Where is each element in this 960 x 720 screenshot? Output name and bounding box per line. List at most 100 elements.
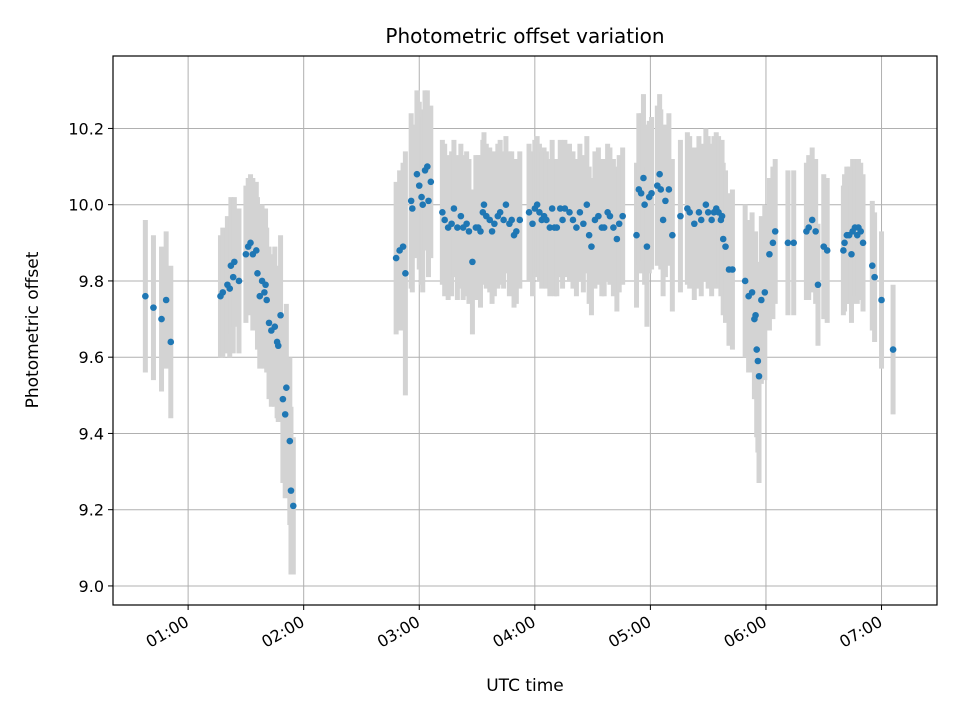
data-point bbox=[413, 170, 421, 178]
data-point bbox=[686, 209, 693, 216]
data-point bbox=[784, 239, 792, 247]
data-point bbox=[513, 228, 520, 235]
data-point bbox=[427, 178, 435, 186]
data-point bbox=[142, 292, 149, 300]
data-point bbox=[766, 250, 773, 258]
data-point bbox=[419, 201, 427, 208]
data-point bbox=[496, 209, 504, 216]
data-point bbox=[722, 243, 729, 250]
data-point bbox=[600, 224, 608, 231]
data-point bbox=[553, 224, 561, 231]
data-point bbox=[857, 228, 865, 235]
x-tick-label: 07:00 bbox=[836, 612, 885, 652]
data-point bbox=[279, 395, 287, 403]
data-point bbox=[399, 243, 407, 250]
data-point bbox=[748, 289, 756, 296]
data-point bbox=[848, 250, 855, 258]
data-point bbox=[583, 201, 591, 208]
data-point bbox=[418, 193, 425, 201]
chart-title: Photometric offset variation bbox=[385, 24, 664, 48]
data-point bbox=[691, 220, 698, 228]
data-point bbox=[643, 243, 651, 250]
data-point bbox=[761, 289, 769, 296]
data-point bbox=[841, 239, 848, 247]
data-point bbox=[588, 243, 595, 250]
data-point bbox=[283, 384, 290, 391]
data-point bbox=[657, 186, 665, 193]
data-point bbox=[488, 228, 496, 235]
data-point bbox=[719, 235, 727, 243]
y-tick-label: 9.8 bbox=[79, 272, 104, 291]
data-point bbox=[790, 239, 797, 247]
data-point bbox=[536, 209, 543, 216]
data-point bbox=[286, 437, 294, 445]
data-point bbox=[665, 186, 673, 193]
data-point bbox=[878, 296, 885, 304]
data-point bbox=[409, 205, 416, 212]
data-point bbox=[708, 216, 715, 224]
data-point bbox=[769, 239, 777, 247]
data-point bbox=[695, 209, 703, 216]
data-point bbox=[704, 209, 712, 216]
data-point bbox=[669, 231, 676, 239]
data-point bbox=[718, 212, 726, 220]
y-axis-label: Photometric offset bbox=[23, 251, 43, 408]
data-point bbox=[606, 212, 614, 220]
data-point bbox=[235, 277, 243, 285]
data-point bbox=[289, 502, 297, 510]
data-point bbox=[771, 228, 779, 235]
data-point bbox=[648, 189, 655, 197]
data-point bbox=[662, 197, 669, 205]
data-point bbox=[637, 189, 645, 197]
data-point bbox=[525, 209, 533, 216]
data-point bbox=[543, 216, 550, 224]
data-point bbox=[871, 273, 878, 281]
data-point bbox=[265, 319, 273, 327]
data-point bbox=[758, 296, 765, 304]
data-point bbox=[615, 220, 623, 228]
data-point bbox=[840, 247, 847, 254]
data-point bbox=[231, 258, 238, 266]
data-point bbox=[274, 342, 282, 350]
data-point bbox=[508, 216, 516, 224]
x-axis-ticks: 01:00 02:00 03:00 04:00 05:00 06:00 07:00 bbox=[143, 605, 886, 652]
data-point bbox=[754, 357, 762, 365]
y-tick-label: 9.6 bbox=[79, 348, 104, 367]
data-point bbox=[262, 281, 269, 289]
y-tick-label: 9.0 bbox=[79, 577, 104, 596]
data-point bbox=[741, 277, 749, 285]
data-point bbox=[450, 205, 458, 212]
data-point bbox=[480, 201, 488, 208]
x-tick-label: 04:00 bbox=[489, 612, 538, 652]
data-point bbox=[441, 216, 448, 224]
data-point bbox=[656, 170, 663, 178]
data-point bbox=[254, 270, 261, 277]
data-point bbox=[823, 247, 831, 254]
x-tick-label: 05:00 bbox=[605, 612, 654, 652]
data-point bbox=[755, 372, 763, 380]
data-point bbox=[457, 212, 465, 220]
data-point bbox=[407, 197, 415, 205]
y-axis-ticks: 9.0 9.2 9.4 9.6 9.8 10.0 10.2 bbox=[68, 119, 113, 596]
data-point bbox=[158, 315, 165, 323]
data-point bbox=[465, 228, 473, 235]
data-point bbox=[463, 220, 470, 228]
data-point bbox=[261, 289, 268, 296]
x-tick-label: 01:00 bbox=[143, 612, 192, 652]
data-point bbox=[402, 270, 409, 277]
data-point bbox=[702, 201, 710, 208]
data-point bbox=[287, 487, 295, 494]
data-point bbox=[439, 209, 446, 216]
data-point bbox=[569, 216, 577, 224]
data-point bbox=[415, 182, 423, 189]
data-point bbox=[477, 228, 484, 235]
error-bars bbox=[142, 90, 896, 575]
data-point bbox=[502, 201, 510, 208]
data-point bbox=[610, 224, 617, 231]
data-point bbox=[424, 163, 431, 170]
data-point bbox=[613, 235, 621, 243]
data-point bbox=[271, 323, 279, 330]
data-point bbox=[812, 228, 819, 235]
data-point bbox=[548, 205, 556, 212]
